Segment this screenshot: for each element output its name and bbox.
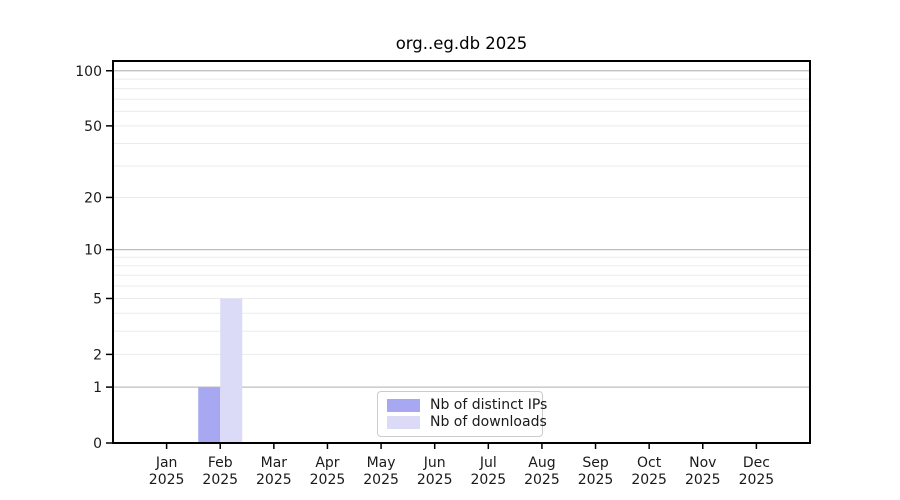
y-tick-label-1: 1 bbox=[93, 380, 102, 396]
x-tick-label-month-jan: Jan bbox=[155, 455, 178, 471]
chart-title: org..eg.db 2025 bbox=[395, 34, 528, 53]
y-tick-label-2: 2 bbox=[93, 347, 102, 363]
x-tick-label-year-jun: 2025 bbox=[417, 472, 453, 488]
legend-label-distinct-ips: Nb of distinct IPs bbox=[430, 397, 548, 413]
y-tick-label-10: 10 bbox=[84, 243, 102, 259]
x-tick-label-year-jan: 2025 bbox=[149, 472, 185, 488]
x-tick-label-month-dec: Dec bbox=[743, 455, 770, 471]
legend: Nb of distinct IPs Nb of downloads bbox=[377, 391, 547, 437]
y-tick-label-5: 5 bbox=[93, 291, 102, 307]
legend-label-downloads: Nb of downloads bbox=[430, 414, 547, 430]
x-tick-label-year-dec: 2025 bbox=[739, 472, 775, 488]
x-tick-label-year-oct: 2025 bbox=[631, 472, 667, 488]
downloads-swatch-icon bbox=[387, 416, 420, 429]
x-tick-label-year-nov: 2025 bbox=[685, 472, 721, 488]
x-tick-label-year-mar: 2025 bbox=[256, 472, 292, 488]
y-tick-label-0: 0 bbox=[93, 436, 102, 452]
x-tick-label-month-nov: Nov bbox=[689, 455, 716, 471]
x-tick-label-year-apr: 2025 bbox=[310, 472, 346, 488]
x-tick-label-year-may: 2025 bbox=[363, 472, 399, 488]
x-tick-label-month-apr: Apr bbox=[315, 455, 339, 471]
y-tick-label-100: 100 bbox=[75, 64, 102, 80]
legend-item-distinct-ips: Nb of distinct IPs bbox=[387, 398, 547, 413]
x-tick-label-month-oct: Oct bbox=[637, 455, 662, 471]
bar-distinct-ips-feb-2025 bbox=[198, 387, 221, 443]
legend-item-downloads: Nb of downloads bbox=[387, 415, 547, 430]
x-tick-label-month-sep: Sep bbox=[582, 455, 609, 471]
plot-frame bbox=[112, 60, 811, 444]
y-tick-label-50: 50 bbox=[84, 119, 102, 135]
x-tick-label-year-aug: 2025 bbox=[524, 472, 560, 488]
y-tick-label-20: 20 bbox=[84, 190, 102, 206]
x-tick-label-month-may: May bbox=[367, 455, 396, 471]
x-tick-label-year-jul: 2025 bbox=[470, 472, 506, 488]
x-tick-label-month-feb: Feb bbox=[208, 455, 233, 471]
x-tick-label-month-aug: Aug bbox=[528, 455, 555, 471]
distinct-ips-swatch-icon bbox=[387, 399, 420, 412]
x-tick-label-year-sep: 2025 bbox=[578, 472, 614, 488]
bar-downloads-feb-2025 bbox=[220, 298, 243, 443]
x-tick-label-month-jun: Jun bbox=[423, 455, 446, 471]
x-tick-label-month-jul: Jul bbox=[479, 455, 497, 471]
x-tick-label-year-feb: 2025 bbox=[202, 472, 238, 488]
x-tick-label-month-mar: Mar bbox=[261, 455, 288, 471]
